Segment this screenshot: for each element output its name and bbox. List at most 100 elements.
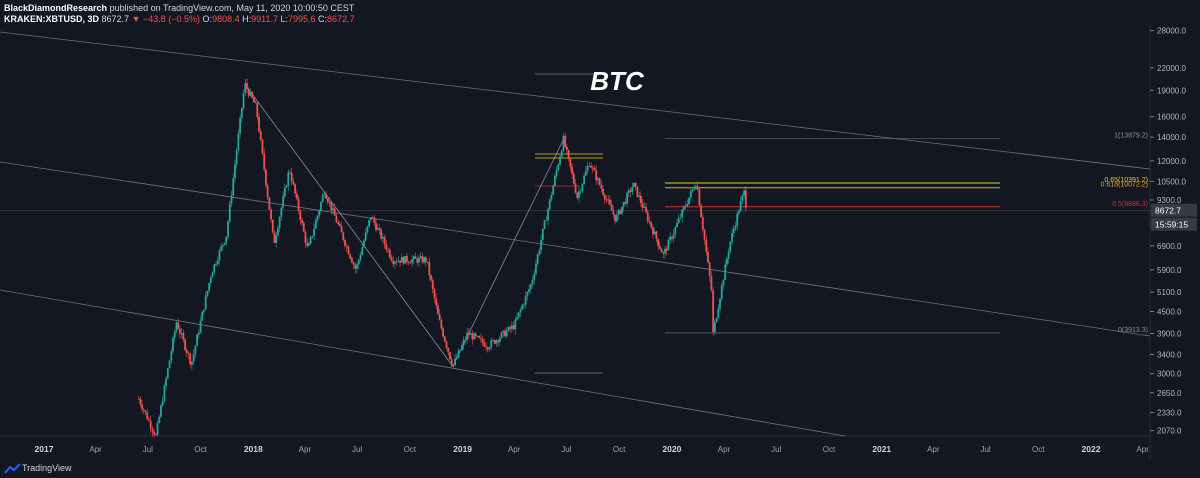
candle-body [215, 264, 217, 265]
x-tick-label: Apr [89, 445, 102, 454]
published-text: published on TradingView.com, May 11, 20… [109, 3, 355, 13]
candle-body [211, 272, 214, 278]
candle-body [153, 431, 155, 435]
candle-body [349, 254, 352, 259]
y-tick-label: 16000.0 [1157, 113, 1186, 122]
candle-body [192, 353, 195, 362]
candle-body [474, 333, 477, 337]
candle-body [665, 248, 668, 251]
x-tick-label: Jul [143, 445, 153, 454]
candle-body [144, 410, 147, 413]
candle-body [189, 353, 192, 365]
candle-body [156, 422, 159, 435]
candle-body [443, 336, 446, 342]
candle-body [345, 245, 348, 247]
candle-body [700, 205, 702, 218]
candle-body [399, 260, 401, 263]
candle-body [258, 116, 260, 132]
candle-body [674, 227, 677, 234]
candle-body [512, 325, 515, 330]
candle-body [670, 236, 673, 239]
chart-title: BTC [590, 66, 645, 96]
candle-body [614, 214, 616, 222]
candle-body [689, 191, 692, 198]
candle-body [473, 333, 475, 340]
candle-body [634, 182, 637, 187]
candle-body [373, 217, 376, 223]
candle-body [194, 345, 197, 354]
candle-body [166, 368, 169, 379]
candle-body [538, 249, 541, 255]
close-label: C: [318, 14, 328, 24]
candle-body [701, 217, 704, 230]
candle-body [375, 222, 377, 230]
candle-body [347, 246, 350, 255]
last-price: 8672.7 [101, 14, 130, 24]
candle-body [504, 330, 506, 337]
fib-level-label: 1(13879.2) [1114, 132, 1148, 139]
candle-body [710, 276, 713, 291]
candle-body [452, 364, 455, 366]
candle-body [727, 251, 730, 259]
x-tick-label: Jul [561, 445, 571, 454]
candle-body [306, 242, 309, 246]
candle-body [180, 332, 183, 334]
candle-body [583, 175, 586, 184]
candle-body [717, 308, 720, 318]
candle-body [172, 337, 174, 352]
candle-body [197, 332, 200, 335]
candle-body [698, 189, 701, 206]
candle-body [588, 165, 591, 167]
candle-body [744, 190, 747, 208]
channel-line [0, 289, 846, 437]
x-tick-label: 2018 [244, 444, 263, 454]
candle-body [471, 333, 474, 340]
x-tick-label: Oct [613, 445, 626, 454]
candle-body [383, 236, 386, 245]
candle-body [371, 217, 374, 219]
candle-body [633, 182, 635, 188]
candle-body [335, 215, 338, 223]
candle-body [363, 240, 365, 248]
candle-body [669, 236, 672, 240]
candle-body [485, 346, 487, 348]
candle-body [354, 264, 357, 269]
candle-body [378, 228, 381, 230]
candle-body [705, 239, 708, 252]
candle-body [629, 190, 632, 192]
candle-body [352, 262, 355, 265]
chart-area[interactable]: 28000.0 22000.0 19000.0 16000.0 14000.0 12000… [0, 26, 1200, 460]
candle-body [500, 332, 503, 338]
candle-body [213, 264, 216, 273]
chart-footer: TradingView [0, 460, 1200, 478]
candle-body [295, 193, 298, 199]
x-tick-label: Apr [927, 445, 940, 454]
candle-body [332, 208, 334, 211]
candle-body [275, 235, 278, 243]
candle-body [467, 332, 470, 335]
candle-body [201, 311, 204, 321]
candle-body [230, 195, 233, 204]
candle-body [325, 194, 328, 199]
candle-body [328, 202, 331, 203]
candle-body [739, 201, 742, 212]
candle-body [712, 290, 715, 332]
candle-body [263, 153, 266, 170]
candle-body [719, 298, 721, 309]
channel-line [0, 161, 1151, 337]
x-tick-label: Oct [404, 445, 417, 454]
candle-body [691, 189, 694, 192]
y-tick-label: 2330.0 [1157, 409, 1182, 418]
candle-body [643, 206, 646, 208]
candle-body [184, 339, 186, 350]
price-chart[interactable]: 28000.0 22000.0 19000.0 16000.0 14000.0 12000… [0, 26, 1200, 460]
candle-body [591, 167, 594, 169]
candle-body [259, 131, 262, 140]
candle-body [627, 190, 630, 194]
candle-body [187, 353, 190, 354]
publisher-name[interactable]: BlackDiamondResearch [4, 3, 108, 13]
candle-body [488, 347, 491, 350]
candle-body [146, 412, 149, 420]
candle-body [645, 206, 647, 213]
candle-body [523, 304, 525, 306]
